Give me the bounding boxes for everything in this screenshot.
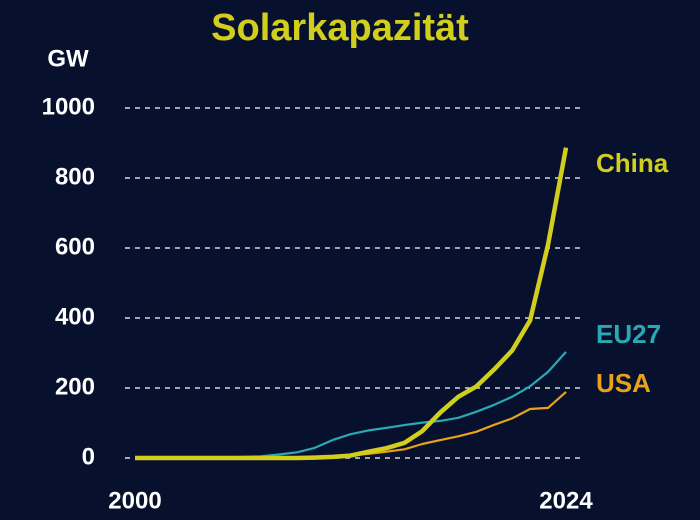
y-tick-label: 600 — [55, 233, 95, 260]
series-line — [134, 351, 567, 460]
y-axis-label: GW — [47, 45, 89, 72]
chart-title: Solarkapazität — [211, 7, 469, 49]
series-label: EU27 — [596, 319, 661, 349]
y-tick-label: 1000 — [42, 93, 95, 120]
series-label: China — [596, 148, 669, 178]
series-label: USA — [596, 368, 651, 398]
y-tick-label: 0 — [82, 443, 95, 470]
series-line — [135, 147, 569, 461]
y-tick-label: 800 — [55, 163, 95, 190]
x-tick-label: 2024 — [539, 487, 593, 514]
y-tick-label: 400 — [55, 303, 95, 330]
y-tick-label: 200 — [55, 373, 95, 400]
x-tick-label: 2000 — [108, 487, 161, 514]
